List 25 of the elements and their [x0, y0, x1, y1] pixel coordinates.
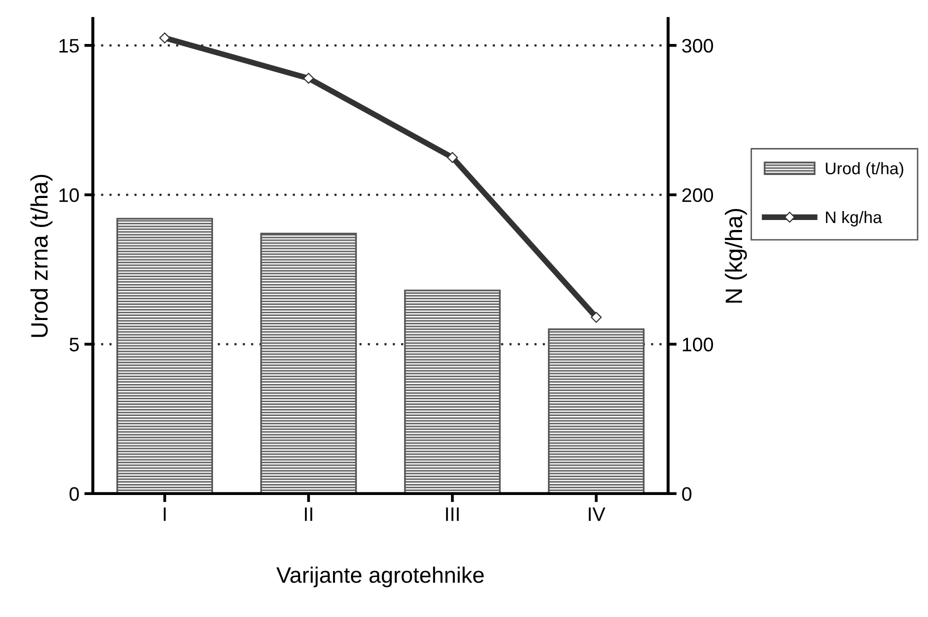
x-tick-label: III	[446, 508, 459, 521]
point	[159, 32, 170, 44]
y2-tick-label: 0	[682, 487, 692, 501]
legend-label: N kg/ha	[826, 210, 882, 226]
x-tick-label: II	[304, 508, 312, 521]
y2-tick-label: 300	[682, 38, 714, 53]
bar	[548, 328, 645, 494]
y-tick-label: 15	[59, 39, 79, 53]
point	[590, 312, 602, 323]
bar	[404, 290, 501, 494]
y2-tick-label: 200	[682, 188, 714, 202]
bar	[260, 232, 357, 494]
x-tick-label: I	[164, 508, 166, 521]
point	[446, 152, 458, 163]
y2-tick-label: 100	[682, 338, 714, 352]
y2-axis-title: N (kg/ha)	[724, 208, 747, 303]
legend-label: Urod (t/ha)	[826, 162, 904, 178]
point	[303, 72, 314, 84]
y-tick-label: 10	[59, 188, 79, 202]
bar	[116, 218, 214, 494]
y-axis-title: Urod zrna (t/ha)	[30, 174, 52, 337]
y-tick-label: 0	[70, 487, 79, 501]
x-axis-title: Varijante agrotehnike	[276, 566, 484, 588]
y-tick-label: 5	[70, 338, 79, 352]
x-tick-label: IV	[588, 508, 606, 521]
